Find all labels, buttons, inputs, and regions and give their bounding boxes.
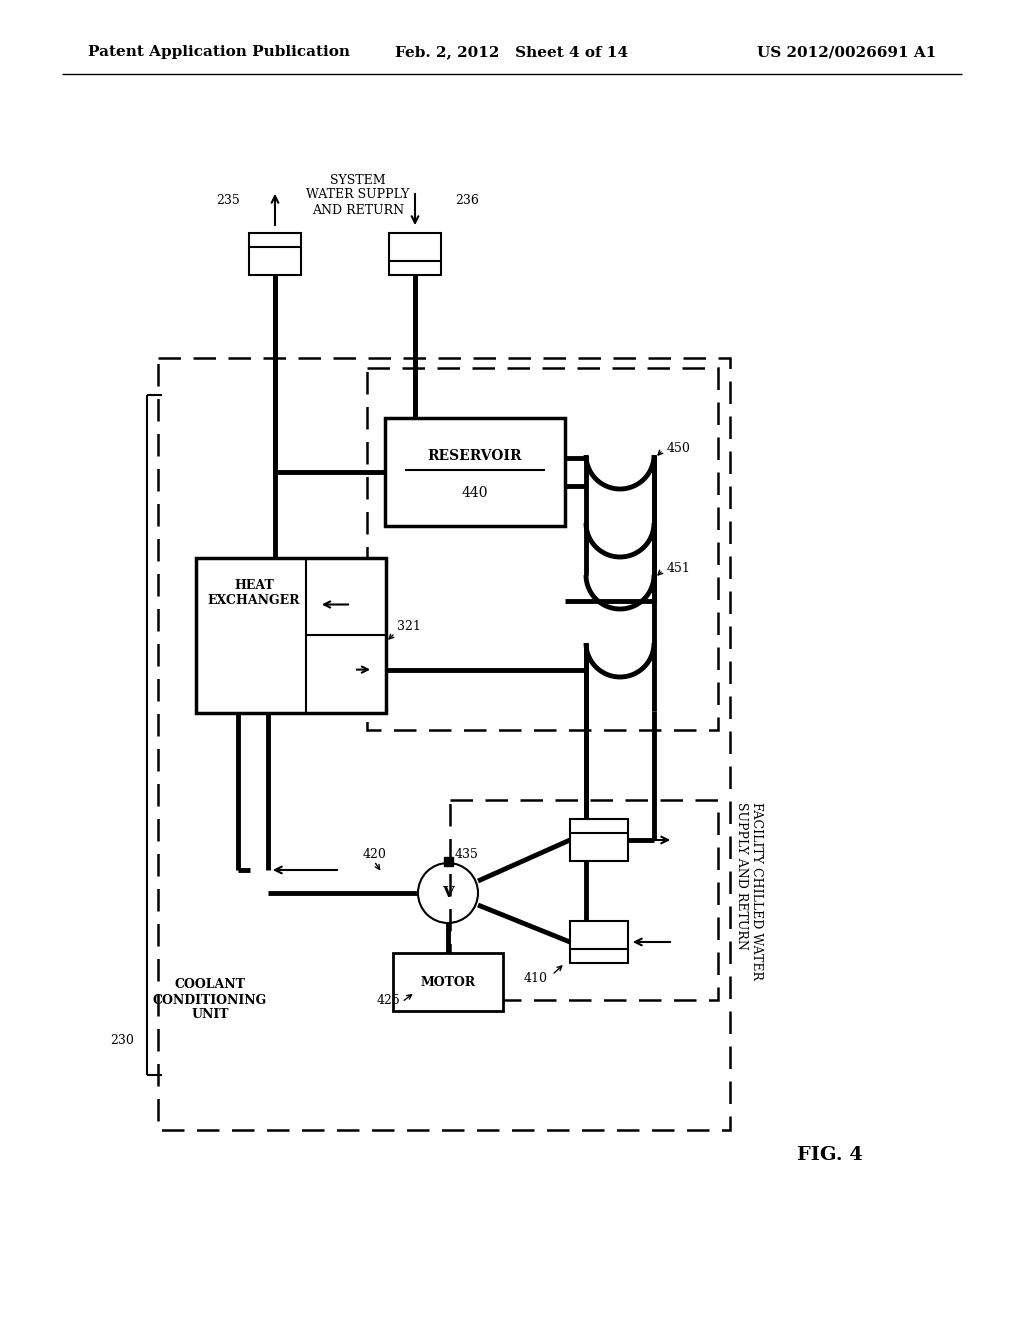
Bar xyxy=(367,368,718,730)
Text: 321: 321 xyxy=(397,620,421,634)
Text: MOTOR: MOTOR xyxy=(421,975,475,989)
Text: US 2012/0026691 A1: US 2012/0026691 A1 xyxy=(757,45,936,59)
Bar xyxy=(385,418,565,525)
Bar xyxy=(570,921,628,964)
Text: 230: 230 xyxy=(110,1034,134,1047)
Text: FIG. 4: FIG. 4 xyxy=(797,1146,863,1164)
Text: Patent Application Publication: Patent Application Publication xyxy=(88,45,350,59)
Text: FACILITY CHILLED WATER
SUPPLY AND RETURN: FACILITY CHILLED WATER SUPPLY AND RETURN xyxy=(735,803,763,979)
Text: 425: 425 xyxy=(376,994,400,1006)
Text: V: V xyxy=(442,886,454,900)
Text: 440: 440 xyxy=(462,486,488,500)
Bar xyxy=(196,558,386,713)
Bar xyxy=(570,818,628,861)
Bar xyxy=(249,234,301,275)
Text: 410: 410 xyxy=(524,972,548,985)
Text: 236: 236 xyxy=(455,194,479,206)
Text: COOLANT
CONDITIONING
UNIT: COOLANT CONDITIONING UNIT xyxy=(153,978,267,1022)
Text: RESERVOIR: RESERVOIR xyxy=(428,449,522,463)
Bar xyxy=(444,857,453,866)
Text: 451: 451 xyxy=(667,561,691,574)
Text: Feb. 2, 2012   Sheet 4 of 14: Feb. 2, 2012 Sheet 4 of 14 xyxy=(395,45,629,59)
Text: 450: 450 xyxy=(667,441,691,454)
Bar xyxy=(450,800,718,1001)
Bar xyxy=(393,953,503,1011)
Text: 435: 435 xyxy=(455,849,479,862)
Text: HEAT
EXCHANGER: HEAT EXCHANGER xyxy=(208,579,300,607)
Text: 420: 420 xyxy=(364,849,387,862)
Text: 235: 235 xyxy=(216,194,240,206)
Bar xyxy=(158,358,730,1130)
Text: SYSTEM
WATER SUPPLY
AND RETURN: SYSTEM WATER SUPPLY AND RETURN xyxy=(306,173,410,216)
Bar xyxy=(389,234,441,275)
